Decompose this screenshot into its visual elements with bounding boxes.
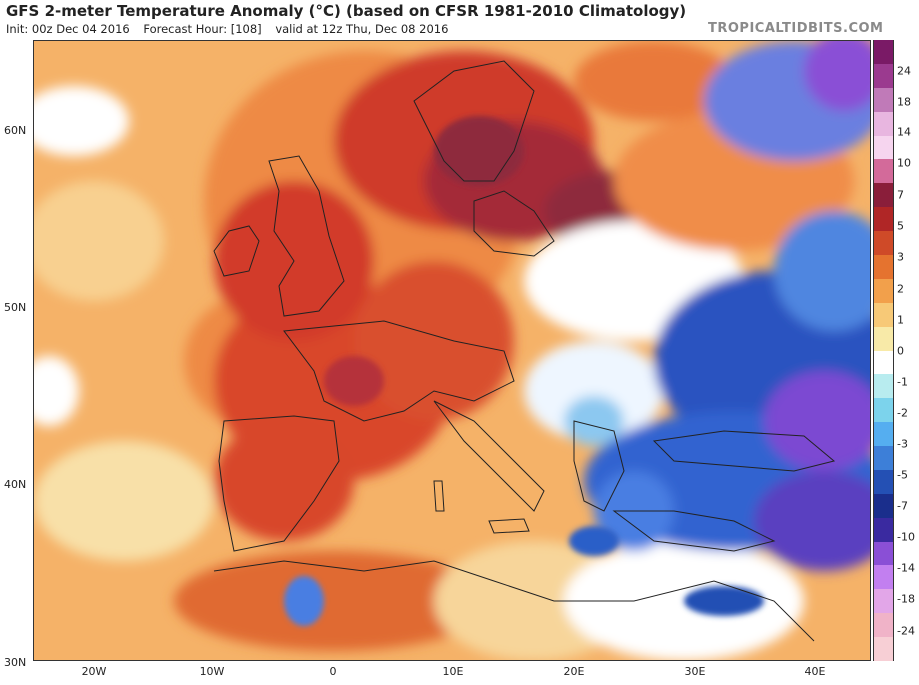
legend-swatch <box>873 469 894 495</box>
anomaly-detail <box>284 116 764 626</box>
legend-swatch <box>873 87 894 113</box>
coast-sicily <box>488 518 530 534</box>
legend-label: -3 <box>897 437 908 451</box>
anomaly-field <box>34 41 870 660</box>
legend-swatch <box>873 278 894 304</box>
legend-label: -10 <box>897 530 915 544</box>
legend-label: -5 <box>897 468 908 482</box>
map-subtitle: Init: 00z Dec 04 2016 Forecast Hour: [10… <box>6 22 458 36</box>
legend-swatch <box>873 374 894 399</box>
init-time: Init: 00z Dec 04 2016 <box>6 22 130 36</box>
legend-swatch <box>873 422 894 447</box>
legend-swatch <box>873 254 894 280</box>
legend-label: -14 <box>897 561 915 575</box>
legend-swatch <box>873 517 894 543</box>
lon-label-10w: 10W <box>199 665 225 678</box>
lon-label-30e: 30E <box>684 665 706 678</box>
map-title: GFS 2-meter Temperature Anomaly (°C) (ba… <box>6 2 687 20</box>
brand-watermark: TROPICALTIDBITS.COM <box>708 21 884 36</box>
legend-swatch <box>873 613 894 638</box>
lat-label-30n: 30N <box>4 656 27 669</box>
coast-scandinavia <box>413 60 535 182</box>
legend-swatch <box>873 183 894 208</box>
lon-label-0: 0 <box>329 665 337 678</box>
legend-label: 2 <box>897 282 904 296</box>
legend-swatch <box>873 589 894 614</box>
legend-swatch <box>873 541 894 566</box>
legend-label: 7 <box>897 188 904 202</box>
header: GFS 2-meter Temperature Anomaly (°C) (ba… <box>0 0 919 40</box>
coast-balkans <box>573 420 625 512</box>
legend-label: 3 <box>897 250 904 264</box>
legend-swatch <box>873 565 894 590</box>
anomaly-map <box>33 40 871 661</box>
legend-swatch <box>873 63 894 89</box>
coast-denmark <box>473 190 555 257</box>
legend-swatch <box>873 159 894 184</box>
legend-label: 10 <box>897 156 911 170</box>
legend-swatch <box>873 231 894 256</box>
legend-swatch <box>873 398 894 423</box>
valid-time: valid at 12z Thu, Dec 08 2016 <box>275 22 449 36</box>
legend-swatch <box>873 207 894 232</box>
lon-label-40e: 40E <box>804 665 826 678</box>
legend-swatch <box>873 326 894 351</box>
legend-swatch <box>873 135 894 160</box>
coast-iberia <box>218 415 340 552</box>
lat-label-60n: 60N <box>4 124 27 137</box>
lon-label-10e: 10E <box>442 665 464 678</box>
lon-label-20w: 20W <box>81 665 107 678</box>
lat-label-50n: 50N <box>4 301 27 314</box>
map-canvas <box>34 41 870 660</box>
forecast-hour: Forecast Hour: [108] <box>143 22 262 36</box>
coast-ireland <box>213 225 260 277</box>
legend-label: -7 <box>897 499 908 513</box>
legend-label: 24 <box>897 64 911 78</box>
coast-turkey <box>612 510 776 552</box>
legend-swatch <box>873 493 894 519</box>
coast-black-sea <box>652 430 836 472</box>
legend-label: 1 <box>897 313 904 327</box>
coast-france-central <box>283 320 515 422</box>
color-legend: 24 18 14 10 7 5 3 2 1 0 -1 -2 -3 -5 -7 -10 -14 -18 -24 <box>873 40 919 662</box>
legend-swatch <box>873 350 894 375</box>
legend-swatch <box>873 637 894 662</box>
legend-label: 14 <box>897 125 911 139</box>
lat-label-40n: 40N <box>4 478 27 491</box>
legend-label: -1 <box>897 375 908 389</box>
legend-swatch <box>873 111 894 137</box>
coast-corsica-sardinia <box>433 480 445 512</box>
legend-label: -2 <box>897 406 908 420</box>
legend-label: 18 <box>897 95 911 109</box>
legend-label: -18 <box>897 592 915 606</box>
legend-label: -24 <box>897 624 915 638</box>
coast-britain <box>268 155 345 317</box>
legend-swatch <box>873 40 894 65</box>
coastlines <box>213 60 836 642</box>
coast-north-africa <box>213 560 815 642</box>
legend-swatch <box>873 446 894 471</box>
legend-label: 5 <box>897 219 904 233</box>
legend-label: 0 <box>897 344 904 358</box>
lon-label-20e: 20E <box>563 665 585 678</box>
coast-italy <box>433 400 545 512</box>
legend-swatch <box>873 302 894 328</box>
